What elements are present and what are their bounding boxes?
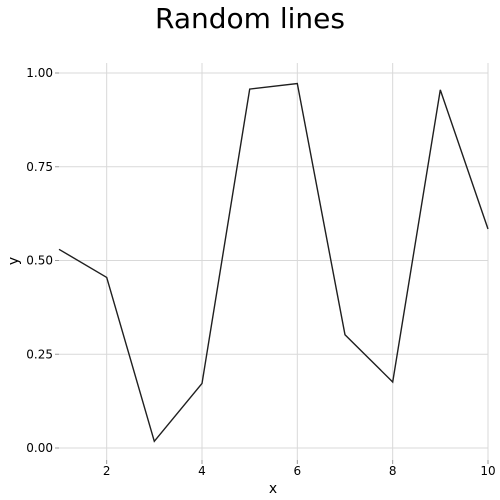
y-tick-label: 1.00 [26,66,53,80]
series-layer [58,82,489,443]
x-tick-label: 4 [198,464,206,478]
series-line [58,82,489,443]
axis-ticks: 2 4 6 8 10 0.00 0.25 0.50 0.75 1.00 [26,66,495,478]
y-tick-label: 0.75 [26,160,53,174]
x-tick-label: 8 [389,464,397,478]
x-tick-label: 6 [294,464,302,478]
grid [59,63,489,460]
y-tick-label: 0.25 [26,347,53,361]
y-tick-label: 0.00 [26,441,53,455]
x-tick-label: 2 [103,464,111,478]
chart-title: Random lines [155,2,345,35]
x-tick-label: 10 [480,464,495,478]
x-axis-label: x [269,481,277,497]
y-axis-label: y [6,257,22,265]
y-tick-label: 0.50 [26,254,53,268]
